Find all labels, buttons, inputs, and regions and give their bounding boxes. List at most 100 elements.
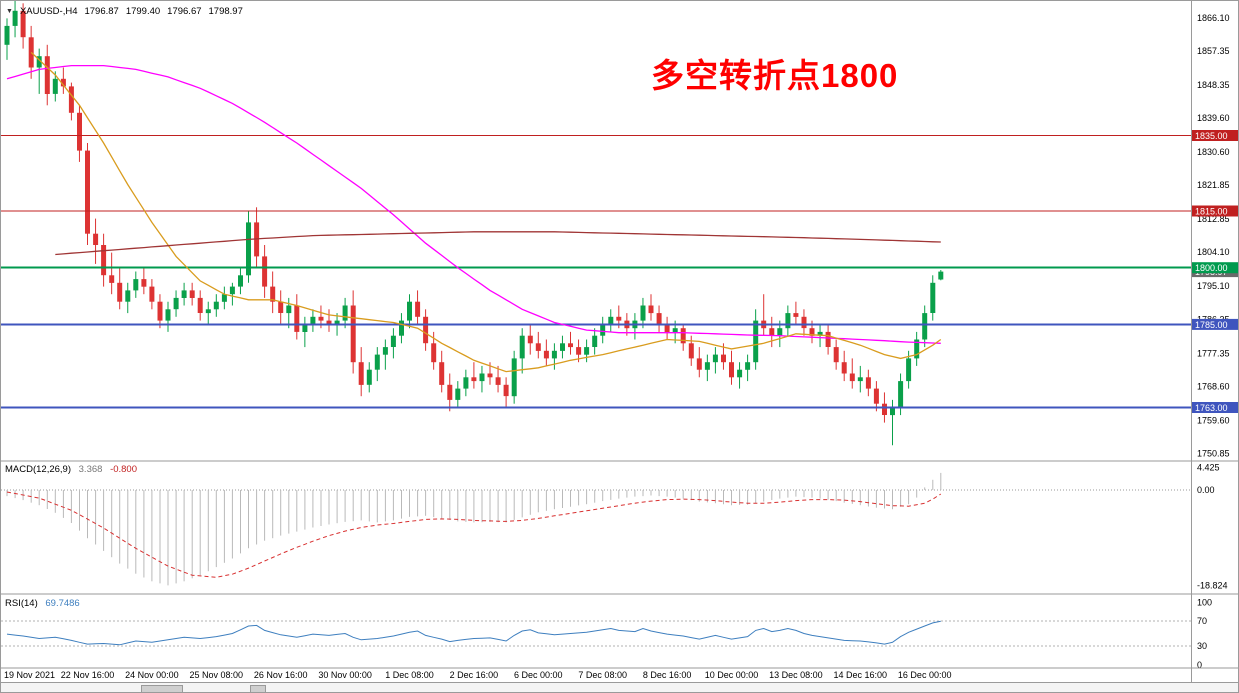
price-tick-label: 1839.60 xyxy=(1197,113,1230,123)
candle-body xyxy=(849,373,855,382)
candle-body xyxy=(117,282,123,302)
candle-body xyxy=(12,10,18,26)
price-tag xyxy=(1192,205,1238,217)
candle-body xyxy=(133,279,139,291)
candle-body xyxy=(310,316,316,325)
candle-body xyxy=(495,377,501,385)
candle-body xyxy=(197,297,203,313)
candle-body xyxy=(213,301,219,310)
candle-body xyxy=(431,343,437,363)
time-tick-label: 26 Nov 16:00 xyxy=(254,670,308,680)
candle-body xyxy=(471,377,477,382)
high-value: 1799.40 xyxy=(125,6,161,17)
candle-body xyxy=(455,388,461,400)
candle-body xyxy=(358,362,364,385)
macd-tick-label: -18.824 xyxy=(1197,581,1228,591)
candle-body xyxy=(527,335,533,344)
price-tick-label: 1857.35 xyxy=(1197,46,1230,56)
price-tag xyxy=(1192,130,1238,141)
time-tick-label: 6 Dec 00:00 xyxy=(514,670,563,680)
macd-main-value: 3.368 xyxy=(78,464,103,475)
candle-body xyxy=(165,309,171,321)
rsi-tick-label: 0 xyxy=(1197,660,1202,670)
price-tick-label: 1866.10 xyxy=(1197,13,1230,23)
time-tick-label: 7 Dec 08:00 xyxy=(578,670,627,680)
time-tick-label: 22 Nov 16:00 xyxy=(61,670,115,680)
time-tick-label: 1 Dec 08:00 xyxy=(385,670,434,680)
candle-body xyxy=(640,305,646,321)
candle-body xyxy=(503,384,509,397)
macd-tick-label: 0.00 xyxy=(1197,485,1215,495)
chart-tab[interactable] xyxy=(141,685,183,692)
candle-body xyxy=(938,271,944,280)
candle-body xyxy=(149,286,155,302)
candle-body xyxy=(656,313,662,325)
candle-body xyxy=(857,377,863,382)
candle-body xyxy=(785,313,791,329)
candle-body xyxy=(229,286,235,295)
macd-tick-label: 4.425 xyxy=(1197,463,1220,473)
rsi-tick-label: 100 xyxy=(1197,597,1212,607)
candle-body xyxy=(157,301,163,321)
low-value: 1796.67 xyxy=(167,6,202,17)
candle-body xyxy=(101,245,107,276)
ma-slow-magenta xyxy=(6,64,941,344)
time-axis[interactable]: 19 Nov 2021 22 Nov 16:00 24 Nov 00:00 25 No… xyxy=(4,670,951,680)
rsi-value: 69.7486 xyxy=(45,598,80,609)
time-tick-label: 24 Nov 00:00 xyxy=(125,670,179,680)
candle-body xyxy=(809,328,815,336)
time-tick-label: 8 Dec 16:00 xyxy=(643,670,692,680)
candle-body xyxy=(60,78,66,87)
candle-body xyxy=(382,347,388,355)
candle-body xyxy=(189,290,195,298)
price-tag-label: 1763.00 xyxy=(1195,403,1228,413)
candle-body xyxy=(262,256,268,287)
candle-body xyxy=(20,10,26,38)
rsi-indicator-label: RSI(14) 69.7486 xyxy=(5,598,85,609)
candle-body xyxy=(696,358,702,370)
price-tag-label: 1785.00 xyxy=(1195,320,1228,330)
candle-body xyxy=(817,331,823,336)
time-tick-label: 13 Dec 08:00 xyxy=(769,670,823,680)
candle-body xyxy=(390,335,396,347)
ma-long-darkred xyxy=(55,231,941,256)
chart-tab[interactable] xyxy=(250,685,266,692)
candle-body xyxy=(753,320,759,363)
candle-body xyxy=(600,324,606,336)
macd-signal-value: -0.800 xyxy=(110,464,137,475)
candle-body xyxy=(745,362,751,370)
support-resistance-lines[interactable] xyxy=(1,134,1191,409)
price-tick-label: 1830.60 xyxy=(1197,147,1230,157)
macd-indicator-label: MACD(12,26,9) 3.368 -0.800 xyxy=(5,464,142,475)
price-tag xyxy=(1192,262,1238,274)
price-tag xyxy=(1192,402,1238,413)
candle-body xyxy=(205,309,211,314)
price-tick-label: 1759.60 xyxy=(1197,415,1230,425)
candle-body xyxy=(576,347,582,355)
candle-body xyxy=(173,297,179,310)
candle-body xyxy=(793,313,799,317)
price-axis[interactable]: 1866.10 1857.35 1848.35 1839.60 1830.60 1821.… xyxy=(1192,13,1239,458)
candle-body xyxy=(294,305,300,332)
time-tick-label: 25 Nov 08:00 xyxy=(190,670,244,680)
candle-body xyxy=(825,331,831,347)
expand-arrow-icon[interactable]: ▼ xyxy=(6,8,13,15)
price-tick-label: 1848.35 xyxy=(1197,80,1230,90)
candle-body xyxy=(737,369,743,378)
candle-body xyxy=(543,350,549,359)
candle-body xyxy=(922,313,928,340)
candle-body xyxy=(334,320,340,325)
price-tick-label: 1804.10 xyxy=(1197,247,1230,257)
candle-body xyxy=(318,316,324,321)
price-tick-label: 1777.35 xyxy=(1197,348,1230,358)
candle-body xyxy=(511,358,517,397)
candle-body xyxy=(52,78,58,94)
macd-panel: 4.425 0.00 -18.824 xyxy=(1,463,1228,591)
candle-body xyxy=(712,354,718,363)
candle-body xyxy=(906,358,912,382)
candle-body xyxy=(584,347,590,355)
ma-mid-orange xyxy=(30,51,942,373)
price-tick-label: 1750.85 xyxy=(1197,448,1230,458)
candle-body xyxy=(68,86,74,113)
